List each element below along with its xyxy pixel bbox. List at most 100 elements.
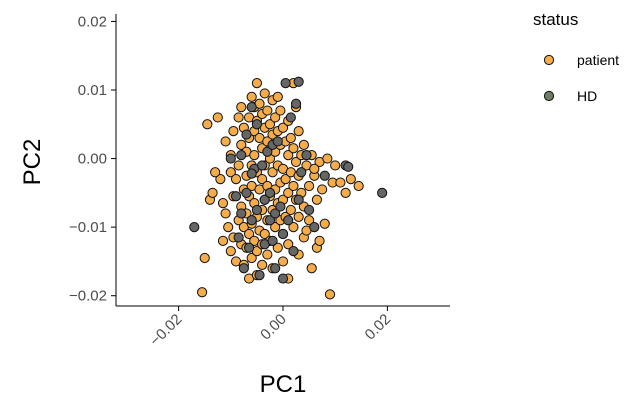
legend: status patient HD	[533, 10, 619, 104]
legend-label-hd: HD	[577, 88, 597, 104]
point-patient	[293, 211, 304, 222]
point-hd	[241, 187, 252, 198]
point-hd	[251, 119, 263, 130]
plot-points	[189, 76, 388, 300]
point-patient	[215, 174, 226, 185]
point-hd	[262, 146, 273, 157]
y-tick-label: −0.02	[69, 288, 107, 305]
point-patient	[330, 160, 341, 171]
point-patient	[264, 119, 276, 130]
point-hd	[288, 246, 299, 257]
point-hd	[189, 222, 200, 233]
point-hd	[280, 78, 291, 89]
point-patient	[249, 150, 260, 161]
point-patient	[236, 102, 247, 113]
point-patient	[233, 160, 244, 171]
point-patient	[335, 177, 346, 188]
point-patient	[314, 235, 325, 246]
point-patient	[225, 167, 236, 178]
y-axis-title: PC2	[19, 139, 46, 186]
y-tick-label: −0.01	[69, 219, 107, 236]
point-hd	[283, 215, 294, 226]
point-hd	[270, 208, 281, 219]
x-axis-title: PC1	[260, 371, 307, 398]
point-hd	[254, 270, 265, 281]
point-patient	[272, 91, 283, 102]
point-hd	[238, 263, 249, 274]
point-hd	[246, 215, 257, 226]
point-patient	[210, 167, 221, 178]
point-patient	[236, 139, 247, 150]
point-patient	[259, 88, 270, 99]
point-patient	[293, 126, 304, 137]
point-hd	[270, 263, 281, 274]
point-patient	[306, 263, 317, 274]
point-patient	[272, 242, 283, 253]
point-patient	[220, 208, 231, 219]
point-patient	[275, 105, 286, 116]
point-patient	[317, 184, 328, 195]
point-patient	[262, 249, 273, 260]
point-patient	[298, 139, 309, 150]
point-patient	[270, 112, 281, 123]
point-patient	[257, 174, 268, 185]
point-patient	[199, 252, 210, 264]
point-patient	[202, 119, 213, 130]
point-hd	[272, 136, 283, 147]
y-axis-ticks: −0.02 −0.01 0.00 0.01 0.02	[69, 13, 116, 305]
point-hd	[259, 194, 270, 205]
point-patient	[319, 218, 330, 229]
point-patient	[311, 194, 323, 205]
y-tick-label: 0.01	[78, 82, 107, 99]
point-patient	[207, 187, 218, 198]
point-hd	[225, 153, 236, 164]
point-hd	[246, 168, 257, 179]
point-patient	[288, 222, 299, 233]
point-hd	[241, 129, 252, 140]
point-hd	[293, 194, 304, 205]
point-patient	[353, 180, 364, 192]
point-patient	[280, 174, 291, 185]
y-tick-label: 0.02	[78, 13, 107, 30]
point-patient	[262, 105, 273, 116]
point-hd	[243, 242, 255, 253]
point-patient	[283, 187, 294, 198]
point-patient	[277, 256, 289, 267]
point-patient	[243, 228, 255, 240]
legend-title: status	[533, 10, 578, 29]
point-patient	[270, 222, 281, 233]
point-hd	[343, 161, 354, 172]
point-hd	[233, 232, 244, 243]
point-hd	[257, 160, 268, 171]
point-patient	[288, 143, 299, 154]
point-patient	[322, 153, 333, 164]
point-hd	[236, 150, 247, 161]
point-patient	[283, 150, 294, 161]
point-hd	[296, 167, 307, 178]
point-patient	[267, 167, 278, 178]
point-hd	[290, 98, 302, 109]
point-patient	[345, 174, 356, 185]
point-patient	[283, 239, 294, 250]
point-patient	[197, 287, 208, 298]
y-tick-label: 0.00	[78, 151, 107, 168]
point-patient	[220, 136, 231, 147]
point-hd	[251, 204, 263, 216]
point-hd	[246, 102, 257, 113]
point-patient	[246, 91, 257, 102]
point-patient	[324, 289, 336, 300]
point-patient	[223, 222, 234, 233]
point-patient	[251, 78, 263, 89]
point-hd	[264, 187, 276, 198]
point-patient	[259, 228, 270, 240]
point-patient	[303, 180, 315, 192]
point-hd	[303, 204, 315, 216]
point-patient	[212, 112, 223, 123]
point-patient	[290, 156, 302, 168]
point-hd	[230, 191, 242, 202]
point-patient	[288, 180, 299, 192]
x-tick-label: −0.02	[147, 311, 186, 350]
point-patient	[257, 259, 268, 270]
point-patient	[246, 252, 257, 264]
